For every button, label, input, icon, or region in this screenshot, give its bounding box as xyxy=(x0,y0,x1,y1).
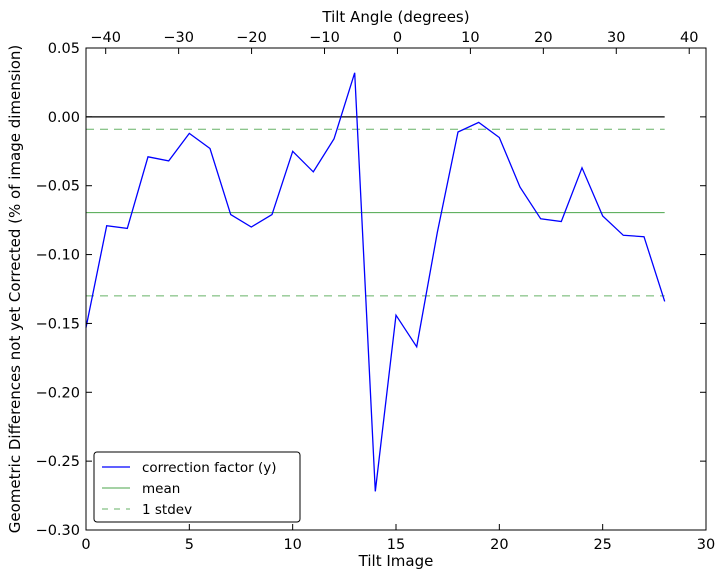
tick-labels: 0 5 10 15 20 25 30 0.05 0.00 −0.05 −0.10 −0.15 −0.20… xyxy=(36,30,716,553)
legend-label-mean: mean xyxy=(142,481,180,497)
y-tick-label: −0.30 xyxy=(36,523,80,539)
y-tick-label: −0.10 xyxy=(36,248,80,264)
top-x-tick-label: −40 xyxy=(90,30,121,46)
legend-box xyxy=(93,451,301,523)
top-x-tick-label: −10 xyxy=(309,30,340,46)
plot-lines xyxy=(85,72,666,492)
y-tick-label: −0.25 xyxy=(36,454,80,470)
top-axis-title: Tilt Angle (degrees) xyxy=(321,8,469,26)
x-axis-title: Tilt Image xyxy=(358,552,434,570)
top-x-tick-label: 40 xyxy=(680,30,698,46)
legend: correction factor (y) mean 1 stdev xyxy=(93,451,301,523)
top-x-tick-label: −20 xyxy=(236,30,267,46)
ticks xyxy=(85,47,707,531)
y-tick-label: −0.20 xyxy=(36,385,80,401)
y-axis-title: Geometric Differences not yet Corrected … xyxy=(6,45,24,534)
x-tick-label: 5 xyxy=(185,537,194,553)
top-x-tick-label: 20 xyxy=(534,30,552,46)
legend-label-stdev: 1 stdev xyxy=(142,502,192,518)
y-tick-label: −0.05 xyxy=(36,179,80,195)
x-tick-label: 25 xyxy=(593,537,611,553)
top-x-tick-label: 30 xyxy=(607,30,625,46)
top-x-tick-label: −30 xyxy=(163,30,194,46)
legend-label-correction-factor: correction factor (y) xyxy=(142,460,277,476)
x-tick-label: 10 xyxy=(283,537,301,553)
y-tick-label: 0.00 xyxy=(48,110,80,126)
y-tick-label: −0.15 xyxy=(36,316,80,332)
series-correction-factor-line xyxy=(85,72,666,492)
y-tick-label: 0.05 xyxy=(48,41,80,57)
x-tick-label: 20 xyxy=(490,537,508,553)
x-tick-label: 15 xyxy=(387,537,405,553)
x-tick-label: 30 xyxy=(697,537,715,553)
x-tick-label: 0 xyxy=(81,537,90,553)
top-x-tick-label: 10 xyxy=(461,30,479,46)
top-x-tick-label: 0 xyxy=(393,30,402,46)
